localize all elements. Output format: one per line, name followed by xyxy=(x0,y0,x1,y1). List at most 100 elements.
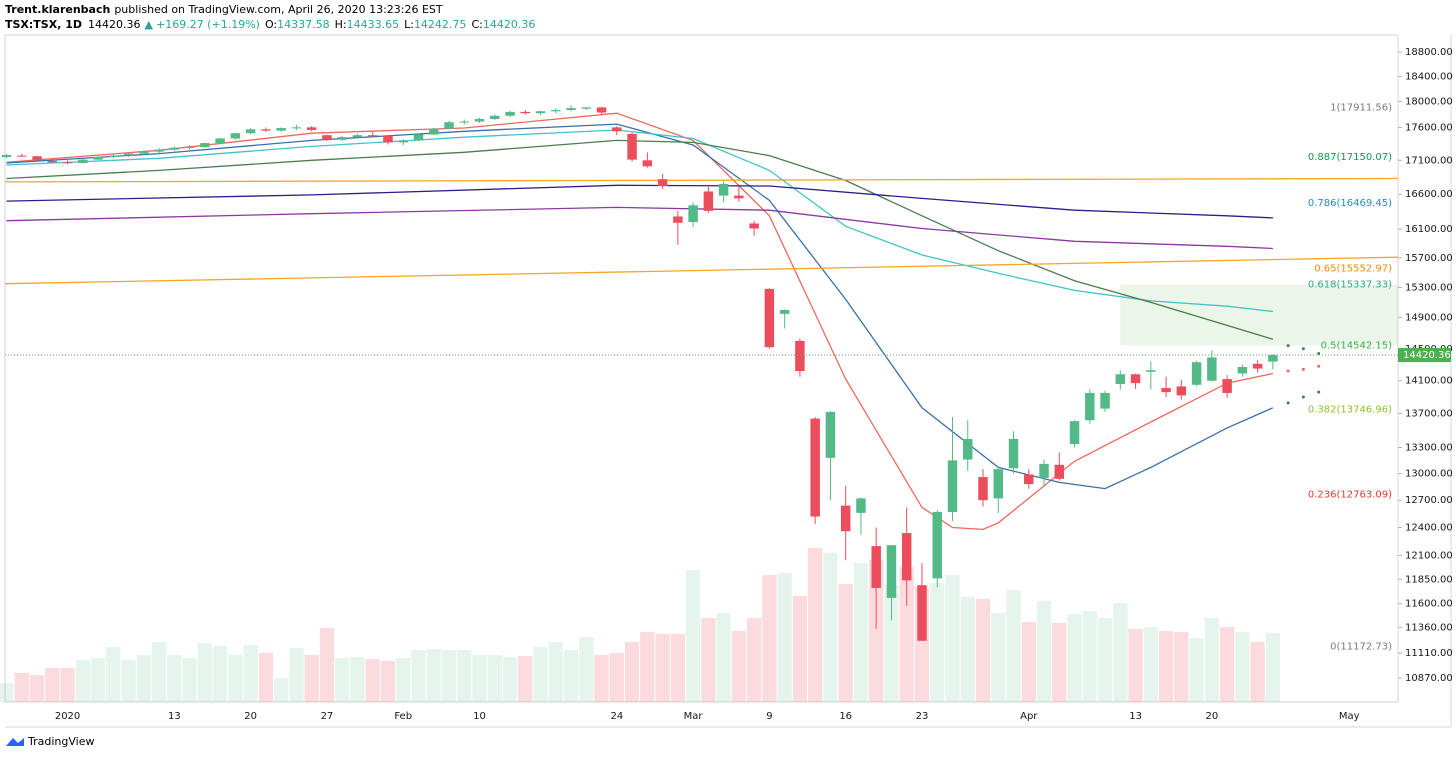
volume-bar xyxy=(930,583,945,702)
fib-label: 0.618(15337.33) xyxy=(1308,280,1392,291)
fib-label: 0.5(14542.15) xyxy=(1321,340,1393,351)
volume-bar xyxy=(655,634,670,702)
y-tick-label: 12100.00 xyxy=(1405,551,1453,562)
candle-body xyxy=(718,183,729,196)
candle-body xyxy=(1161,388,1171,393)
y-tick-label: 11850.00 xyxy=(1405,574,1453,585)
candle-body xyxy=(123,153,134,156)
candle-body xyxy=(413,134,424,141)
volume-bar xyxy=(731,631,747,702)
y-tick-label: 11600.00 xyxy=(1405,599,1453,610)
x-tick-label: 20 xyxy=(244,711,257,722)
y-tick-label: 15700.00 xyxy=(1405,253,1453,264)
volume-bar xyxy=(14,673,29,702)
change: +169.27 (+1.19%) xyxy=(156,18,260,31)
y-tick-label: 11360.00 xyxy=(1405,623,1453,634)
ohlc-value: 14420.36 xyxy=(483,18,536,31)
x-tick-label: Apr xyxy=(1020,711,1038,722)
volume-bar xyxy=(243,645,258,702)
x-tick-label: 10 xyxy=(473,711,486,722)
volume-bar xyxy=(411,650,426,702)
candle-body xyxy=(612,127,622,132)
candle-body xyxy=(352,135,363,138)
candle-body xyxy=(596,107,607,113)
y-tick-label: 15300.00 xyxy=(1405,282,1453,293)
candle-body xyxy=(200,143,210,148)
candle-body xyxy=(993,469,1003,499)
candle-body xyxy=(1008,438,1019,469)
forecast-dot xyxy=(1286,369,1290,373)
last-price-label: 14420.36 xyxy=(1403,350,1451,361)
forecast-dot xyxy=(1286,401,1290,405)
volume-bar xyxy=(274,678,289,702)
candle-body xyxy=(505,111,515,116)
volume-bar xyxy=(762,575,777,702)
volume-bar xyxy=(167,655,182,702)
moving-average xyxy=(4,177,1399,183)
candle-body xyxy=(17,155,27,157)
volume-bar xyxy=(1082,611,1097,702)
volume-bar xyxy=(304,655,319,702)
volume-bar xyxy=(350,657,365,702)
header-line: Trent.klarenbach published on TradingView… xyxy=(5,3,443,16)
ohlc-label: C: xyxy=(471,18,482,31)
candle-body xyxy=(1191,362,1202,385)
candle-body xyxy=(1176,386,1187,396)
volume-bar xyxy=(808,548,823,702)
ohlc-value: 14337.58 xyxy=(277,18,330,31)
y-tick-label: 18000.00 xyxy=(1405,97,1453,108)
volume-bar xyxy=(1174,632,1189,702)
candle-body xyxy=(627,133,637,160)
volume-bar xyxy=(335,658,350,702)
volume-bar xyxy=(640,632,655,702)
candle-body xyxy=(1268,355,1278,362)
volume-bar xyxy=(838,584,853,702)
volume-bar xyxy=(624,642,640,702)
volume-bar xyxy=(502,657,518,702)
candle-body xyxy=(367,135,378,137)
moving-average xyxy=(4,256,1399,285)
candle-body xyxy=(917,585,927,641)
ohlc-value: 14242.75 xyxy=(414,18,467,31)
volume-bar xyxy=(884,585,899,702)
candle-body xyxy=(703,191,714,211)
volume-bar xyxy=(487,655,502,702)
candle-body xyxy=(184,147,195,149)
y-tick-label: 13300.00 xyxy=(1405,442,1453,453)
y-tick-label: 12400.00 xyxy=(1405,523,1453,534)
volume-bar xyxy=(228,655,243,702)
volume-bar xyxy=(182,658,197,702)
volume-bar xyxy=(258,653,274,702)
moving-average xyxy=(6,123,1274,490)
volume-bar xyxy=(136,655,151,702)
candle-body xyxy=(1115,374,1126,384)
volume-bar xyxy=(1021,622,1036,702)
candle-body xyxy=(901,533,912,581)
forecast-dot xyxy=(1317,364,1321,368)
candle-body xyxy=(245,129,256,134)
last: 14420.36 xyxy=(88,18,141,31)
candle-body xyxy=(825,411,836,458)
x-tick-label: 16 xyxy=(839,711,852,722)
y-tick-label: 10870.00 xyxy=(1405,673,1453,684)
volume-bar xyxy=(960,597,975,702)
volume-bar xyxy=(60,668,75,702)
candle-body xyxy=(871,546,881,589)
candle-body xyxy=(276,128,286,131)
volume-bar xyxy=(792,596,808,702)
candle-body xyxy=(947,460,958,512)
x-tick-label: 2020 xyxy=(55,711,80,722)
x-tick-label: 13 xyxy=(168,711,181,722)
volume-bar xyxy=(670,634,685,702)
volume-bar xyxy=(365,659,380,702)
candle-body xyxy=(779,310,790,314)
volume-bar xyxy=(563,650,579,702)
volume-bar xyxy=(1128,629,1143,702)
volume-bar xyxy=(823,553,838,702)
moving-average xyxy=(6,206,1273,250)
candle-body xyxy=(551,109,561,112)
volume-bar xyxy=(396,658,411,702)
volume-bar xyxy=(579,637,594,702)
volume-bar xyxy=(457,650,472,702)
moving-average xyxy=(6,184,1273,219)
